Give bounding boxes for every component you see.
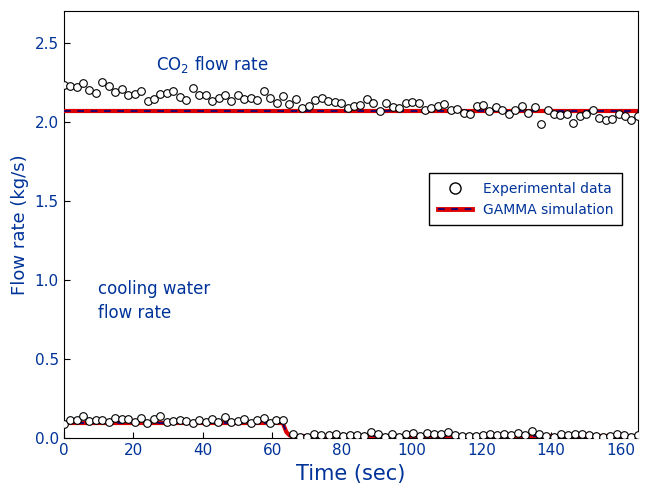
Text: cooling water
flow rate: cooling water flow rate: [98, 280, 210, 322]
X-axis label: Time (sec): Time (sec): [296, 464, 406, 484]
Y-axis label: Flow rate (kg/s): Flow rate (kg/s): [11, 154, 29, 295]
Text: CO$_2$ flow rate: CO$_2$ flow rate: [156, 54, 268, 75]
Legend: Experimental data, GAMMA simulation: Experimental data, GAMMA simulation: [430, 173, 622, 225]
